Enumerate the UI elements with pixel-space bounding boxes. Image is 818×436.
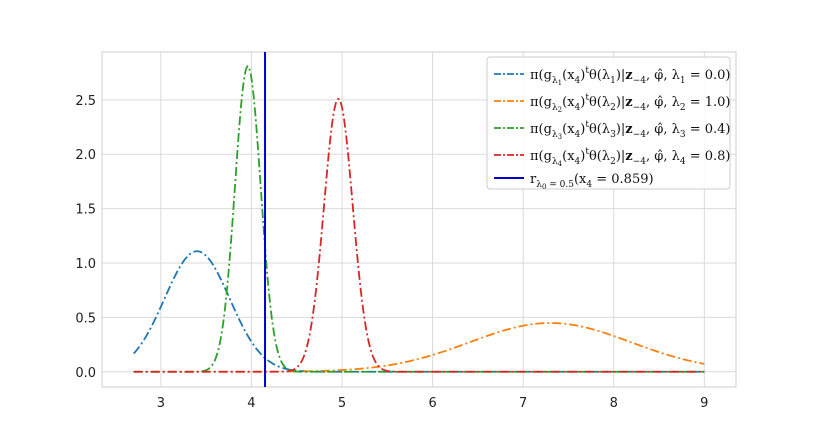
legend-entry-series-4: π(gλ4(x4)tθ(λ2)|z−4, φ̂, λ4 = 0.8) [530,147,731,168]
legend-entry-series-1: π(gλ1(x4)tθ(λ1)|z−4, φ̂, λ1 = 0.0) [530,66,731,87]
legend-box [486,56,731,190]
series-line-4 [133,97,705,373]
series-layer [133,64,705,373]
x-tick-label: 9 [700,396,708,411]
legend-entry-threshold: rλ0 = 0.5(x4 = 0.859) [530,172,654,191]
y-tick-label: 1.0 [75,257,96,272]
y-tick-label: 1.5 [75,203,96,218]
tick-labels: 3 4 5 6 7 8 9 0.0 0.5 1.0 1.5 2.0 2.5 [75,94,708,411]
x-tick-label: 5 [338,396,346,411]
grid [102,52,736,387]
x-tick-label: 7 [519,396,527,411]
series-line-2 [133,322,705,373]
legend: π(gλ1(x4)tθ(λ1)|z−4, φ̂, λ1 = 0.0) π(gλ2… [486,56,731,191]
legend-entry-series-3: π(gλ3(x4)tθ(λ3)|z−4, φ̂, λ3 = 0.4) [530,120,731,141]
x-tick-label: 8 [610,396,618,411]
x-tick-label: 3 [157,396,165,411]
x-tick-label: 4 [247,396,255,411]
y-tick-label: 2.5 [75,94,96,109]
y-tick-label: 0.0 [75,366,96,381]
x-tick-label: 6 [428,396,436,411]
y-tick-label: 2.0 [75,148,96,163]
y-tick-label: 0.5 [75,311,96,326]
legend-entry-series-2: π(gλ2(x4)tθ(λ2)|z−4, φ̂, λ2 = 1.0) [530,93,731,114]
